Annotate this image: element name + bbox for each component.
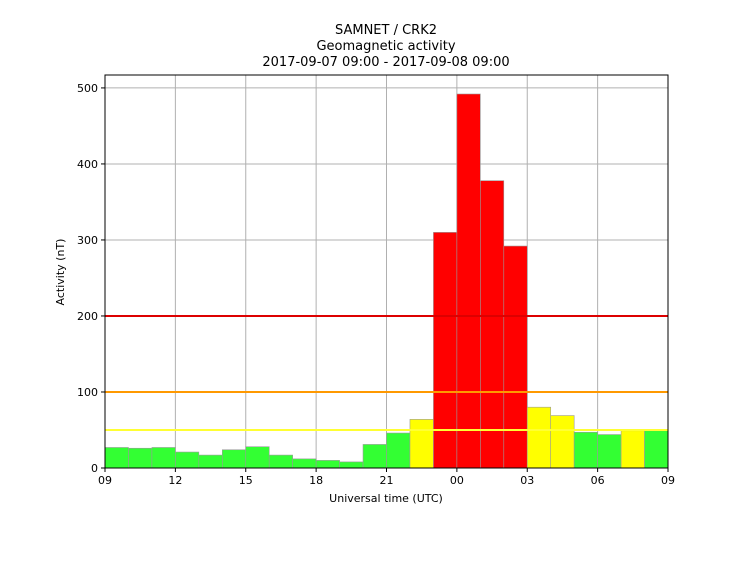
bar-0 [104,447,129,469]
bars [104,93,669,469]
x-tick-label-6: 03 [520,474,534,487]
bar-7 [268,454,293,469]
x-tick-label-3: 18 [309,474,323,487]
chart-title-line-1: SAMNET / CRK2 [334,23,438,38]
bar-6 [245,446,270,469]
x-tick-label-4: 21 [380,474,394,487]
y-tick-label-5: 500 [77,82,98,95]
bar-16 [480,180,505,469]
bar-18 [526,406,552,469]
bar-11 [362,444,387,469]
y-tick-label-1: 100 [77,386,98,399]
chart-title-line-3: 2017-09-07 09:00 - 2017-09-08 09:00 [262,55,510,70]
bar-23 [644,430,669,469]
x-axis-label: Universal time (UTC) [329,492,443,505]
bar-22 [620,430,645,469]
bar-2 [151,447,176,469]
bar-20 [573,431,598,469]
y-tick-label-2: 200 [77,310,98,323]
x-tick-label-7: 06 [591,474,605,487]
x-tick-label-8: 09 [661,474,675,487]
bar-13 [409,419,434,469]
y-tick-label-4: 400 [77,158,98,171]
x-tick-label-2: 15 [239,474,253,487]
bar-1 [128,447,153,469]
bar-12 [386,432,411,469]
bar-15 [456,93,481,469]
bar-9 [315,460,340,469]
grid-lines [105,75,668,468]
y-tick-label-0: 0 [91,462,98,475]
bar-14 [433,232,458,469]
threshold-lines [105,314,668,431]
bar-19 [550,415,575,469]
bar-21 [597,434,622,469]
bar-17 [503,245,528,469]
y-axis-label: Activity (nT) [54,239,67,306]
chart-title-line-2: Geomagnetic activity [316,39,456,54]
x-tick-label-0: 09 [98,474,112,487]
x-tick-label-5: 00 [450,474,464,487]
bar-5 [221,449,247,469]
bar-3 [175,451,200,469]
y-tick-label-3: 300 [77,234,98,247]
bar-10 [339,461,364,469]
x-tick-label-1: 12 [168,474,182,487]
bar-8 [292,458,317,469]
bar-4 [198,454,223,469]
